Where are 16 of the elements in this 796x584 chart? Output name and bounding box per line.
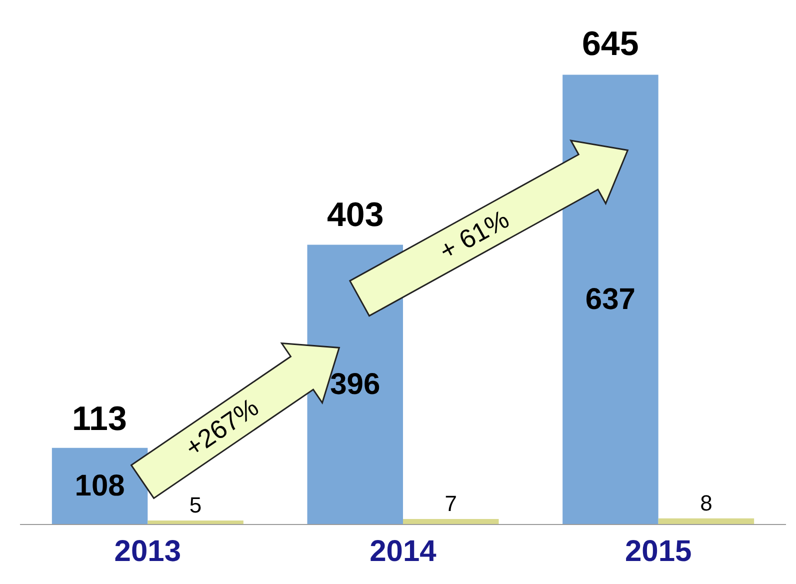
data-label: 8 [700,490,712,516]
total-label: 113 [72,400,127,438]
bar [403,519,499,524]
data-label: 637 [585,282,636,316]
total-label: 403 [327,196,384,234]
total-label: 645 [582,25,639,63]
x-tick-label: 2014 [370,535,437,568]
data-label: 7 [444,491,457,516]
x-tick-label: 2015 [624,535,692,568]
x-tick-label: 2013 [114,535,182,568]
annotation: + 61% [434,204,514,266]
data-label: 5 [189,492,202,518]
data-label: 108 [74,469,125,502]
data-label: 396 [330,368,380,401]
bar [658,518,754,524]
bar [148,520,244,524]
